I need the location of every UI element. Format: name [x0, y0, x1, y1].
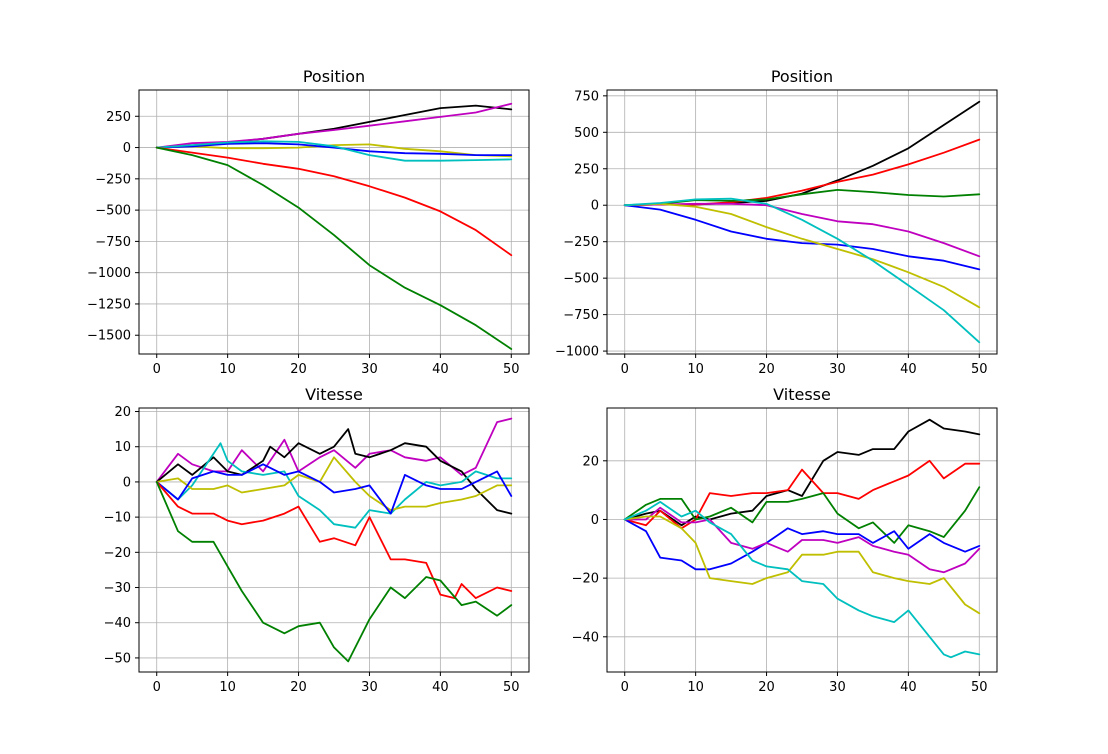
y-tick-label: −1000 — [555, 345, 599, 360]
series-line-c — [155, 140, 513, 162]
x-tick-label: 50 — [971, 680, 988, 695]
x-tick-label: 30 — [829, 362, 846, 377]
series-line-c — [623, 500, 981, 659]
x-tick-label: 20 — [290, 362, 307, 377]
y-tick-label: −250 — [563, 235, 599, 250]
x-tick-label: 50 — [503, 362, 520, 377]
series-line-c — [623, 197, 981, 344]
x-tick-label: 0 — [621, 680, 629, 695]
chart-panel-top-right: 0 10 20 30 40 50 750 500 250 0 −250 −500 −750 −1000 Po… — [555, 67, 998, 377]
x-tick-label: 10 — [687, 362, 704, 377]
series-line-b — [623, 518, 981, 571]
series-line-b — [155, 463, 513, 515]
x-tick-label: 30 — [361, 680, 378, 695]
y-tick-label: −1500 — [87, 329, 131, 344]
x-tick-label: 20 — [758, 362, 775, 377]
chart-panel-bottom-left: 0 10 20 30 40 50 20 10 0 −10 −20 −30 −40 −50 Vitesse — [104, 385, 530, 695]
chart-title: Vitesse — [305, 385, 363, 404]
chart-panel-top-left: 0 10 20 30 40 50 250 0 −250 −500 −750 −1000 −1250 −15… — [87, 67, 530, 377]
x-tick-label: 10 — [219, 680, 236, 695]
y-tick-label: −50 — [104, 651, 131, 666]
axes-frame — [606, 89, 998, 355]
axes-frame — [138, 89, 530, 355]
series-line-m — [623, 506, 981, 574]
series-line-y — [155, 456, 513, 512]
x-tick-label: 50 — [971, 362, 988, 377]
y-tick-label: −10 — [104, 511, 131, 526]
x-tick-label: 10 — [687, 680, 704, 695]
x-tick-label: 50 — [503, 680, 520, 695]
x-tick-label: 30 — [829, 680, 846, 695]
y-tick-label: −750 — [563, 308, 599, 323]
x-tick-label: 30 — [361, 362, 378, 377]
x-tick-label: 0 — [153, 362, 161, 377]
x-tick-label: 40 — [432, 680, 449, 695]
series-line-r — [623, 459, 981, 530]
y-tick-label: −30 — [104, 581, 131, 596]
series-line-m — [623, 202, 981, 258]
x-tick-label: 40 — [432, 362, 449, 377]
y-tick-label: −40 — [104, 616, 131, 631]
y-tick-label: 750 — [574, 89, 599, 104]
x-tick-label: 40 — [900, 680, 917, 695]
series-line-m — [155, 102, 513, 149]
y-tick-label: 20 — [582, 454, 599, 469]
y-tick-label: −500 — [95, 204, 131, 219]
y-tick-label: 0 — [123, 141, 131, 156]
x-tick-label: 10 — [219, 362, 236, 377]
y-tick-label: 250 — [106, 110, 131, 125]
series-line-r — [155, 480, 513, 599]
series-line-y — [623, 515, 981, 615]
axes-frame — [606, 407, 998, 673]
y-tick-label: −40 — [572, 630, 599, 645]
series-line-g — [155, 146, 513, 350]
series-line-k — [155, 428, 513, 515]
x-tick-label: 0 — [621, 362, 629, 377]
series-line-b — [155, 142, 513, 157]
series-line-c — [155, 442, 513, 529]
y-tick-label: −1000 — [87, 266, 131, 281]
series-line-g — [623, 486, 981, 544]
y-tick-label: −1250 — [87, 297, 131, 312]
y-tick-label: 500 — [574, 126, 599, 141]
series-line-y — [155, 143, 513, 158]
y-tick-label: 250 — [574, 162, 599, 177]
x-tick-label: 40 — [900, 362, 917, 377]
series-line-b — [623, 204, 981, 271]
series-line-g — [155, 480, 513, 663]
chart-title: Position — [771, 67, 833, 86]
series-line-k — [623, 418, 981, 527]
y-tick-label: 20 — [114, 405, 131, 420]
y-tick-label: −20 — [104, 546, 131, 561]
x-tick-label: 20 — [290, 680, 307, 695]
series-line-m — [155, 417, 513, 483]
y-tick-label: 0 — [591, 199, 599, 214]
y-tick-label: 0 — [591, 513, 599, 528]
series-line-y — [623, 202, 981, 309]
series-line-g — [623, 188, 981, 207]
series-line-r — [155, 146, 513, 257]
y-tick-label: −20 — [572, 572, 599, 587]
y-tick-label: 0 — [123, 475, 131, 490]
chart-title: Position — [303, 67, 365, 86]
series-line-k — [155, 104, 513, 149]
y-tick-label: −500 — [563, 272, 599, 287]
y-tick-label: −250 — [95, 172, 131, 187]
y-tick-label: −750 — [95, 235, 131, 250]
y-tick-label: 10 — [114, 440, 131, 455]
chart-panel-bottom-right: 0 10 20 30 40 50 20 0 −20 −40 Vitesse — [572, 385, 998, 695]
x-tick-label: 20 — [758, 680, 775, 695]
chart-title: Vitesse — [773, 385, 831, 404]
axes-frame — [138, 407, 530, 673]
x-tick-label: 0 — [153, 680, 161, 695]
